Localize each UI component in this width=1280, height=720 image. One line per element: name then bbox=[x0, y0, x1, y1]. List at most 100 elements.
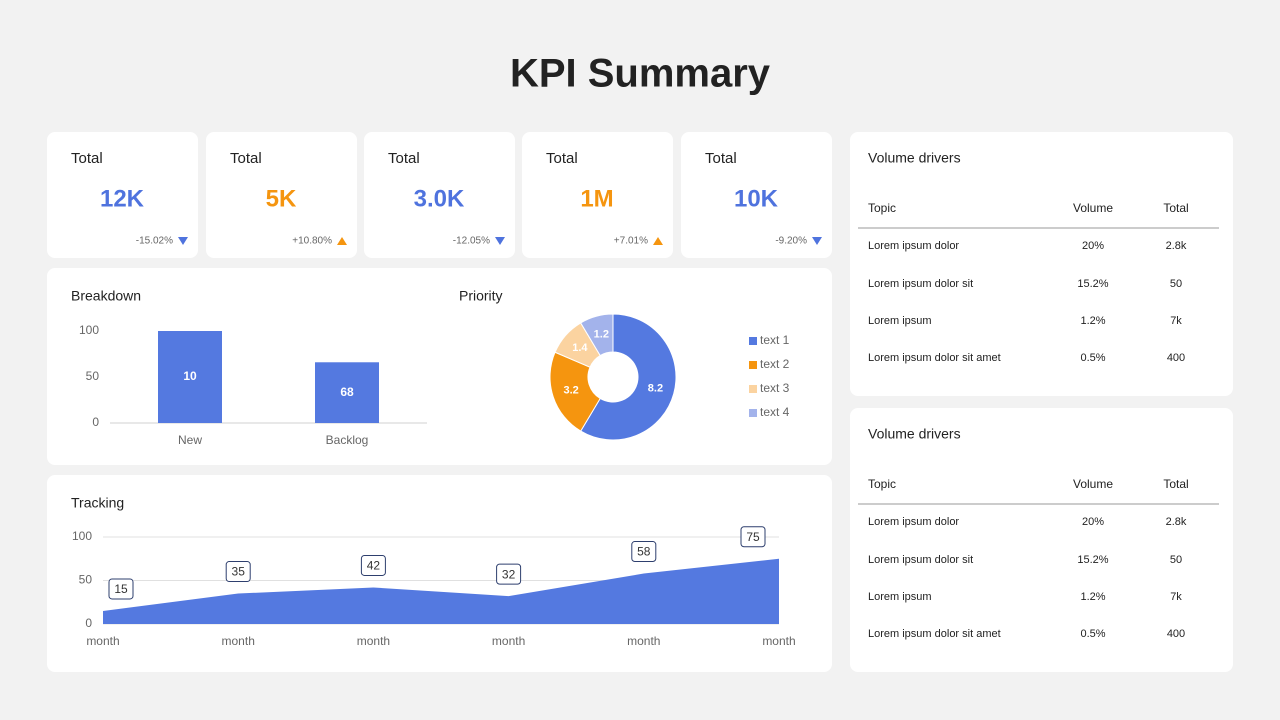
kpi-value: 3.0K bbox=[414, 185, 465, 212]
table-cell: 20% bbox=[1082, 240, 1104, 252]
bar bbox=[158, 331, 222, 423]
kpi-change: -15.02% bbox=[136, 236, 173, 247]
y-tick-label: 0 bbox=[92, 415, 99, 429]
legend-label: text 2 bbox=[760, 357, 790, 371]
legend-swatch bbox=[749, 385, 757, 393]
table-cell: Lorem ipsum bbox=[868, 315, 932, 327]
kpi-change: -12.05% bbox=[453, 236, 490, 247]
table-card bbox=[850, 132, 1233, 396]
value-box bbox=[631, 541, 657, 563]
table-cell: Lorem ipsum bbox=[868, 591, 932, 603]
x-tick-label: month bbox=[762, 634, 795, 648]
area bbox=[103, 558, 779, 624]
x-tick-label: month bbox=[222, 634, 255, 648]
value-label: 42 bbox=[367, 559, 381, 573]
table-header: Topic bbox=[868, 201, 896, 215]
trend-arrow bbox=[495, 237, 505, 245]
value-label: 15 bbox=[114, 582, 128, 596]
table-cell: 0.5% bbox=[1080, 352, 1105, 364]
value-label: 58 bbox=[637, 545, 651, 559]
pie-slice bbox=[580, 313, 677, 441]
legend-swatch bbox=[749, 361, 757, 369]
table-title: Volume drivers bbox=[868, 426, 961, 442]
trend-arrow bbox=[178, 237, 188, 245]
legend-label: text 3 bbox=[760, 381, 790, 395]
kpi-change: +7.01% bbox=[614, 236, 648, 247]
table-cell: Lorem ipsum dolor bbox=[868, 240, 959, 252]
kpi-card bbox=[681, 132, 832, 258]
kpi-value: 12K bbox=[100, 185, 145, 212]
table-cell: Lorem ipsum dolor sit amet bbox=[868, 628, 1001, 640]
table-title: Volume drivers bbox=[868, 150, 961, 166]
table-cell: Lorem ipsum dolor sit bbox=[868, 554, 973, 566]
kpi-card bbox=[364, 132, 515, 258]
table-cell: 400 bbox=[1167, 352, 1185, 364]
table-card bbox=[850, 408, 1233, 672]
kpi-label: Total bbox=[230, 150, 262, 167]
x-tick-label: month bbox=[627, 634, 660, 648]
legend-swatch bbox=[749, 409, 757, 417]
table-cell: 50 bbox=[1170, 554, 1182, 566]
table-header: Volume bbox=[1073, 201, 1113, 215]
table-cell: Lorem ipsum dolor sit bbox=[868, 278, 973, 290]
trend-arrow bbox=[337, 237, 347, 245]
slice-label: 1.2 bbox=[594, 328, 609, 340]
trend-arrow bbox=[812, 237, 822, 245]
kpi-label: Total bbox=[705, 150, 737, 167]
kpi-label: Total bbox=[388, 150, 420, 167]
table-header: Topic bbox=[868, 477, 896, 491]
table-cell: 400 bbox=[1167, 628, 1185, 640]
kpi-card bbox=[206, 132, 357, 258]
kpi-card bbox=[522, 132, 673, 258]
value-box bbox=[225, 561, 251, 583]
y-tick-label: 50 bbox=[79, 573, 93, 587]
x-tick-label: month bbox=[86, 634, 119, 648]
table-header: Total bbox=[1163, 201, 1188, 215]
table-cell: 50 bbox=[1170, 278, 1182, 290]
kpi-label: Total bbox=[546, 150, 578, 167]
legend-label: text 4 bbox=[760, 405, 790, 419]
value-box bbox=[360, 554, 386, 576]
chart-title: Priority bbox=[459, 288, 503, 304]
x-tick-label: month bbox=[357, 634, 390, 648]
table-cell: 2.8k bbox=[1166, 516, 1187, 528]
y-tick-label: 0 bbox=[85, 616, 92, 630]
table-cell: 20% bbox=[1082, 516, 1104, 528]
x-tick-label: month bbox=[492, 634, 525, 648]
table-header: Total bbox=[1163, 477, 1188, 491]
table-cell: 7k bbox=[1170, 315, 1182, 327]
kpi-value: 1M bbox=[580, 185, 613, 212]
table-cell: 15.2% bbox=[1077, 554, 1108, 566]
kpi-value: 5K bbox=[266, 185, 297, 212]
bar bbox=[315, 362, 379, 423]
table-cell: Lorem ipsum dolor sit amet bbox=[868, 352, 1001, 364]
bar-annotation: 68 bbox=[340, 385, 354, 399]
table-cell: 0.5% bbox=[1080, 628, 1105, 640]
kpi-value: 10K bbox=[734, 185, 779, 212]
slice-label: 3.2 bbox=[564, 385, 579, 397]
value-label: 75 bbox=[746, 530, 760, 544]
y-tick-label: 100 bbox=[72, 529, 92, 543]
kpi-card bbox=[47, 132, 198, 258]
value-label: 32 bbox=[502, 567, 516, 581]
table-cell: 2.8k bbox=[1166, 240, 1187, 252]
bar-annotation: 10 bbox=[183, 369, 197, 383]
kpi-label: Total bbox=[71, 150, 103, 167]
value-box bbox=[740, 526, 766, 548]
kpi-change: -9.20% bbox=[775, 236, 807, 247]
pie-slice bbox=[580, 313, 614, 357]
y-tick-label: 50 bbox=[86, 369, 100, 383]
table-header: Volume bbox=[1073, 477, 1113, 491]
chart-title: Tracking bbox=[71, 495, 124, 511]
x-tick-label: New bbox=[178, 433, 202, 447]
value-box bbox=[496, 563, 522, 585]
slice-label: 8.2 bbox=[648, 383, 663, 395]
table-cell: 15.2% bbox=[1077, 278, 1108, 290]
trend-arrow bbox=[653, 237, 663, 245]
kpi-change: +10.80% bbox=[292, 236, 332, 247]
page-title: KPI Summary bbox=[510, 52, 771, 96]
table-cell: 1.2% bbox=[1080, 591, 1105, 603]
pie-slice bbox=[549, 351, 601, 432]
table-cell: 7k bbox=[1170, 591, 1182, 603]
